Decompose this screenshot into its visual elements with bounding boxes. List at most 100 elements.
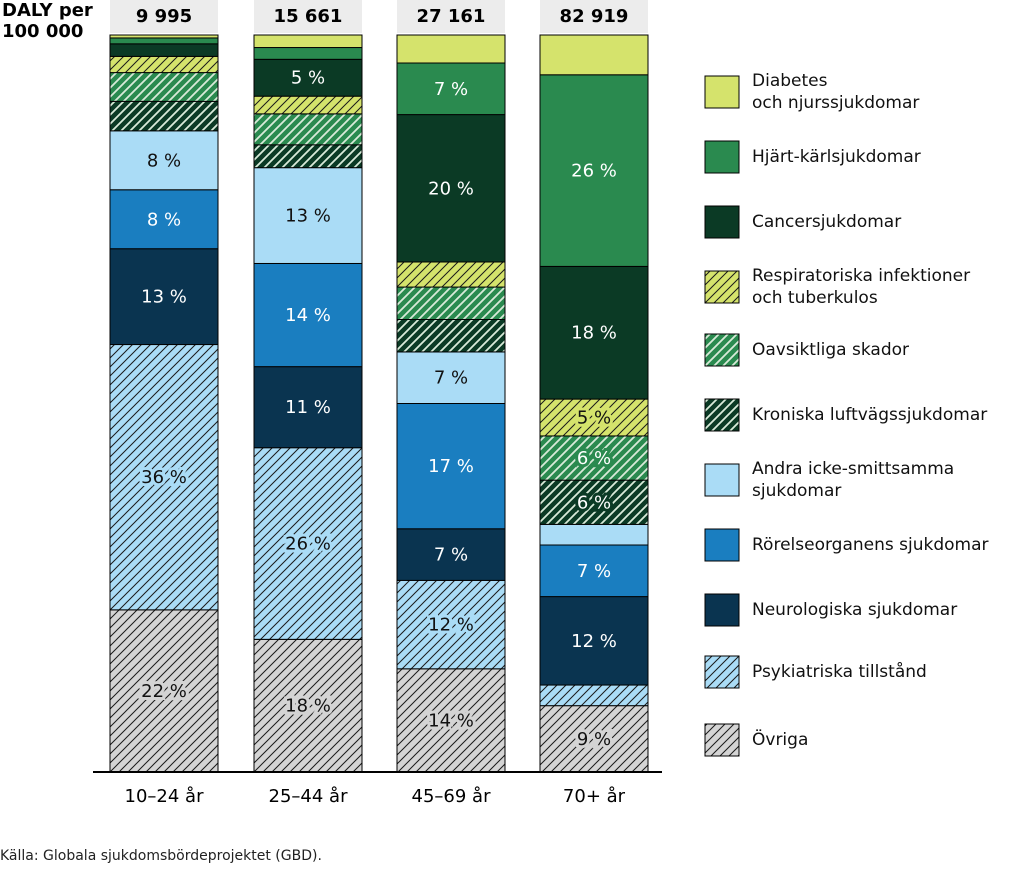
bar-segment — [109, 248, 219, 346]
data-label: 9 % — [577, 729, 611, 750]
bar-segment — [109, 100, 219, 132]
bar-segment — [253, 47, 363, 60]
legend-swatch — [704, 270, 740, 304]
bar-segment — [109, 609, 219, 773]
total-box — [254, 0, 362, 33]
bar-segment — [539, 544, 649, 598]
legend-label: Kroniska luftvägssjukdomar — [752, 405, 988, 425]
source: Källa: Globala sjukdomsbördeprojektet (G… — [0, 848, 322, 864]
bar-segment — [109, 34, 219, 39]
data-label: 36 % — [141, 467, 187, 488]
y-axis-label: DALY per 100 000 — [2, 0, 93, 42]
data-label: 7 % — [434, 368, 468, 389]
bar-segment — [539, 34, 649, 76]
x-tick-label: 45–69 år — [412, 786, 492, 807]
legend-swatch — [704, 593, 740, 627]
bar-segment — [253, 113, 363, 146]
bar-segment — [539, 596, 649, 686]
bar-segment — [539, 435, 649, 481]
data-label: 13 % — [141, 287, 187, 308]
bar-segment — [253, 262, 363, 368]
bar-segment — [396, 318, 506, 353]
data-label: 7 % — [434, 545, 468, 566]
data-label: 13 % — [285, 206, 331, 227]
bar-segment — [253, 34, 363, 49]
legend-swatch — [704, 463, 740, 497]
legend-swatch — [704, 528, 740, 562]
bar-segment — [109, 189, 219, 250]
bar-segment — [396, 114, 506, 263]
data-label: 12 % — [428, 615, 474, 636]
legend-label: Respiratoriska infektioner och tuberkulo… — [752, 266, 971, 308]
x-tick-label: 25–44 år — [269, 786, 349, 807]
data-label: 17 % — [428, 456, 474, 477]
bar-segment — [396, 286, 506, 320]
legend-swatch — [704, 723, 740, 757]
bar-segment — [253, 366, 363, 449]
legend-label: Andra icke-smittsamma sjukdomar — [752, 459, 955, 501]
legend-label: Rörelseorganens sjukdomar — [752, 535, 989, 555]
bar-segment — [109, 55, 219, 74]
bar-segment — [253, 447, 363, 640]
legend-swatch — [704, 333, 740, 367]
data-label: 5 % — [291, 68, 325, 89]
bar-segment — [396, 579, 506, 670]
bar-segment — [396, 351, 506, 405]
legend-label: Hjärt-kärlsjukdomar — [752, 147, 921, 167]
data-label: 20 % — [428, 178, 474, 199]
bar-segment — [109, 37, 219, 45]
bar-segment — [109, 130, 219, 191]
data-label: 11 % — [285, 397, 331, 418]
x-tick-label: 70+ år — [563, 786, 626, 807]
legend-swatch — [704, 655, 740, 689]
total-label: 27 161 — [417, 6, 486, 27]
bar-segment — [539, 479, 649, 525]
data-label: 7 % — [577, 561, 611, 582]
bar-segment — [539, 523, 649, 546]
legend-label: Cancersjukdomar — [752, 212, 902, 232]
bar-segment — [396, 528, 506, 581]
data-label: 8 % — [147, 150, 181, 171]
bar-segment — [109, 72, 219, 102]
bar-segment — [539, 684, 649, 707]
data-label: 22 % — [141, 681, 187, 702]
bar-segment — [253, 638, 363, 773]
data-label: 26 % — [285, 534, 331, 555]
bar-segment — [539, 74, 649, 267]
bar-segment — [396, 403, 506, 530]
x-tick-label: 10–24 år — [125, 786, 205, 807]
bar-segment — [396, 34, 506, 64]
data-label: 7 % — [434, 79, 468, 100]
total-box — [110, 0, 218, 33]
bar-segment — [539, 265, 649, 400]
total-label: 82 919 — [560, 6, 629, 27]
legend-label: Oavsiktliga skador — [752, 340, 910, 360]
data-label: 6 % — [577, 492, 611, 513]
bar-segment — [253, 144, 363, 169]
data-label: 14 % — [428, 710, 474, 731]
total-box — [397, 0, 505, 33]
bar-segment — [396, 62, 506, 116]
legend-label: Diabetes och njurssjukdomar — [752, 71, 920, 113]
bar-segment — [539, 705, 649, 773]
legend-swatch — [704, 75, 740, 109]
data-label: 5 % — [577, 408, 611, 429]
bar-segment — [539, 398, 649, 437]
data-label: 6 % — [577, 448, 611, 469]
data-label: 12 % — [571, 631, 617, 652]
bar-segment — [109, 43, 219, 57]
data-label: 14 % — [285, 305, 331, 326]
legend-label: Övriga — [752, 730, 809, 750]
legend-swatch — [704, 205, 740, 239]
legend-label: Psykiatriska tillstånd — [752, 662, 927, 682]
bar-segment — [253, 95, 363, 115]
bar-segment — [396, 668, 506, 773]
data-label: 18 % — [571, 323, 617, 344]
legend-swatch — [704, 398, 740, 432]
bar-segment — [253, 58, 363, 97]
bar-segment — [396, 261, 506, 288]
total-label: 15 661 — [274, 6, 343, 27]
data-label: 8 % — [147, 209, 181, 230]
